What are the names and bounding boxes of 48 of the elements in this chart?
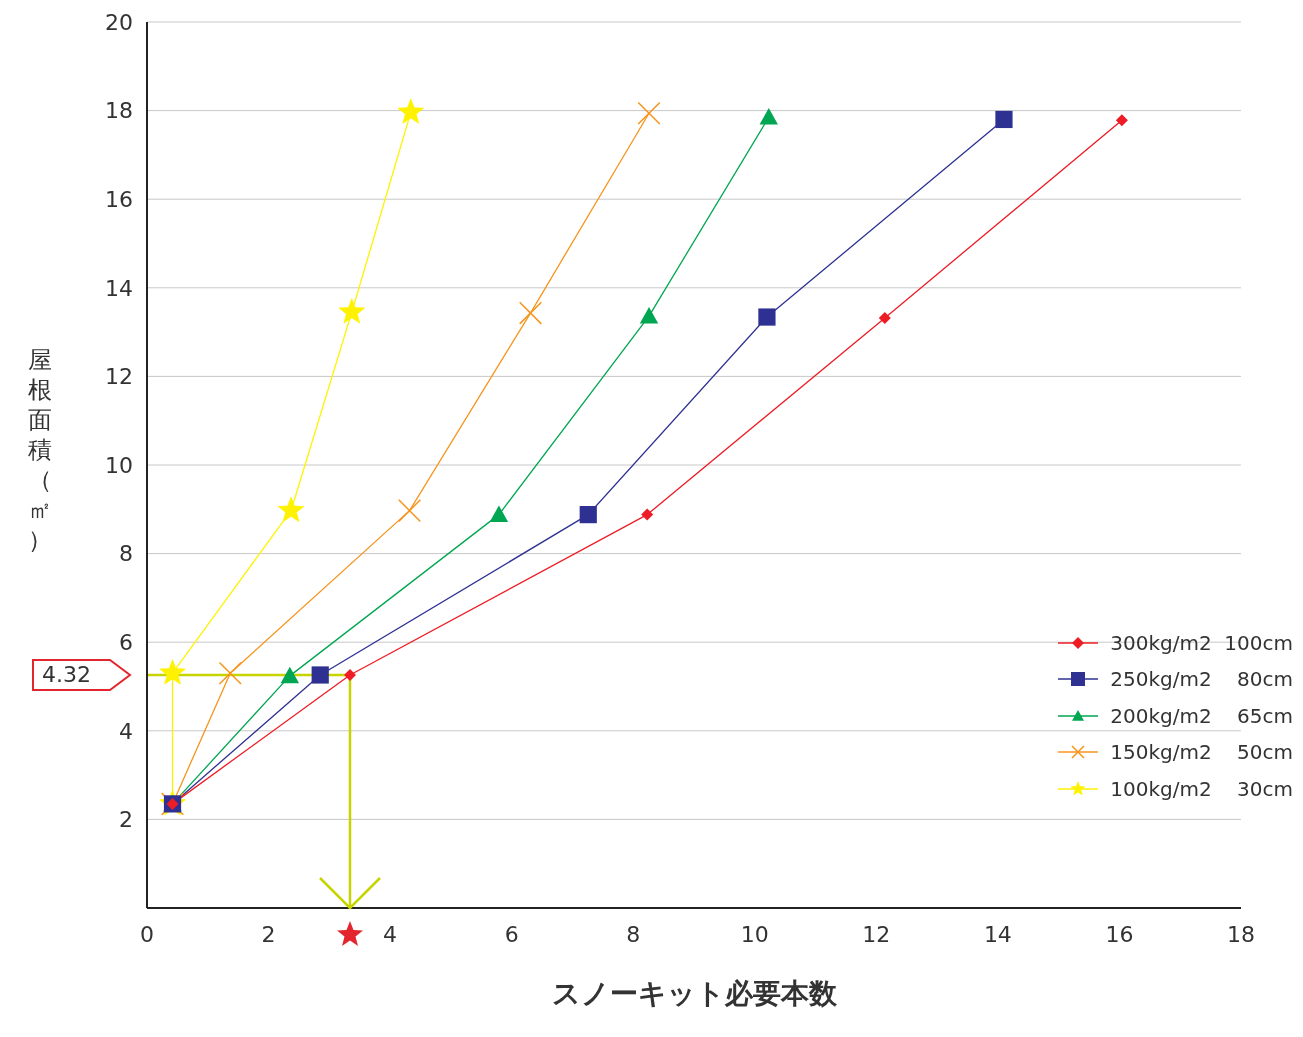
x-tick-label: 12 (862, 921, 891, 947)
point (995, 110, 1013, 129)
y-tick-label: 18 (105, 98, 133, 124)
x-tick-label: 2 (261, 921, 276, 947)
point (398, 499, 422, 523)
legend-label: 100kg/m2 30cm (1110, 776, 1293, 801)
point (639, 306, 659, 324)
x-axis-title: スノーキット必要本数 (550, 976, 838, 1012)
point (159, 659, 186, 685)
y-tick-label: 8 (119, 541, 133, 567)
point (579, 506, 597, 524)
point (277, 496, 305, 522)
y-tick-label: 20 (105, 9, 133, 35)
y-tick-label: 10 (105, 452, 133, 478)
x-tick-label: 6 (504, 921, 519, 947)
point (489, 505, 509, 522)
point (311, 666, 329, 684)
y-tick-label: 16 (105, 187, 133, 213)
x-tick-label: 16 (1105, 921, 1134, 947)
legend-label: 150kg/m2 50cm (1110, 740, 1293, 765)
point (1115, 114, 1128, 127)
point (878, 311, 891, 324)
y-axis-title: 屋根面積（㎡） (27, 345, 53, 555)
point (338, 298, 365, 324)
y-tick-label: 2 (119, 807, 133, 833)
point (344, 668, 356, 681)
x-tick-label: 14 (983, 921, 1012, 947)
x-tick-label: 8 (626, 921, 641, 947)
x-tick-label: 4 (383, 921, 398, 947)
y-tick-label: 14 (105, 275, 133, 301)
y-tick-label: 6 (119, 630, 133, 656)
x-tick-label: 18 (1227, 921, 1255, 947)
point (397, 98, 424, 124)
point (758, 308, 776, 326)
legend-label: 300kg/m2 100cm (1110, 630, 1293, 655)
y-tick-label: 4 (119, 718, 133, 744)
annotation: 4.32 (42, 661, 91, 687)
point (759, 108, 778, 125)
point (280, 666, 300, 684)
legend-label: 200kg/m2 65cm (1110, 703, 1293, 728)
y-tick-label: 12 (105, 364, 133, 390)
point (218, 661, 242, 685)
x-tick-label: 0 (140, 921, 154, 947)
legend-label: 250kg/m2 80cm (1110, 667, 1293, 692)
x-tick-label: 10 (740, 921, 769, 947)
point (637, 101, 661, 125)
point (641, 508, 654, 521)
point (518, 301, 543, 325)
